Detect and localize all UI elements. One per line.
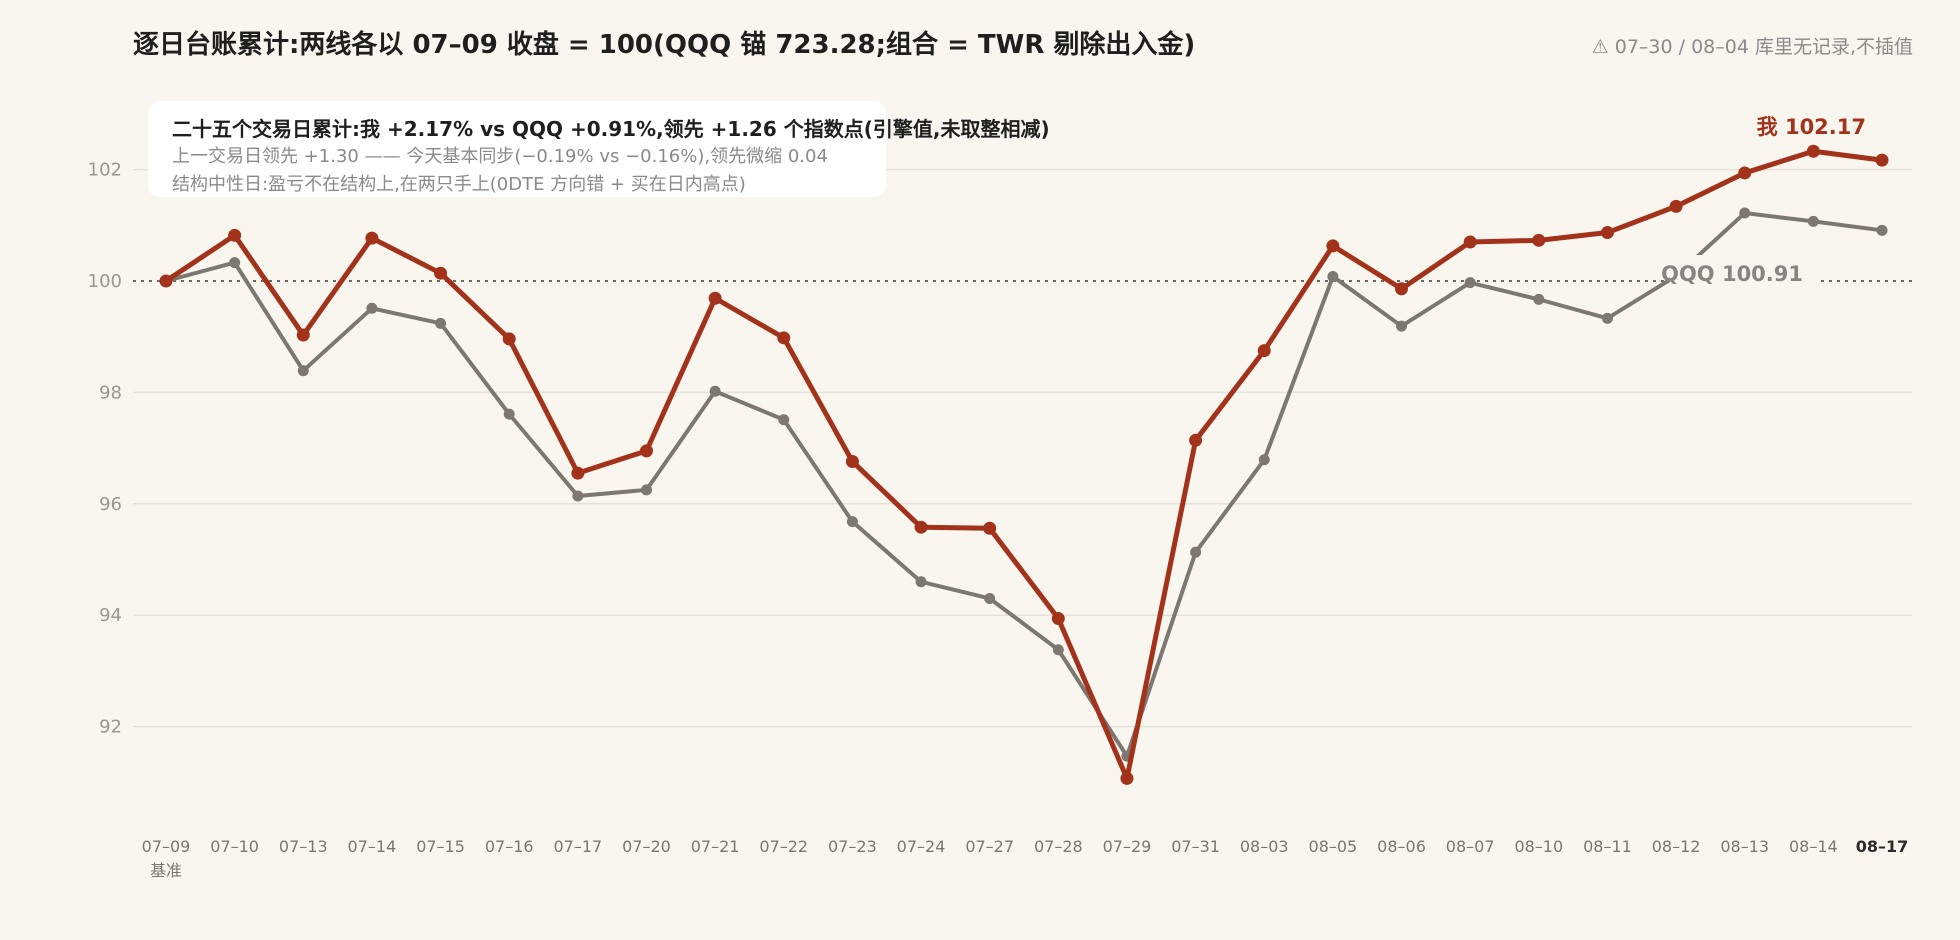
series-me-point xyxy=(1051,612,1065,626)
x-tick-label: 07–09 xyxy=(142,837,191,856)
x-tick-label: 07–21 xyxy=(691,837,740,856)
series-qqq-point xyxy=(229,257,241,269)
series-qqq-point xyxy=(1190,546,1202,558)
y-tick-label: 96 xyxy=(99,494,122,515)
y-tick-label: 92 xyxy=(99,717,122,738)
series-me-point xyxy=(983,521,997,535)
x-tick-label: 07–28 xyxy=(1034,837,1083,856)
x-tick-label: 07–14 xyxy=(348,837,397,856)
y-axis-ticks: 92 94 96 98 100 102 xyxy=(88,160,122,738)
series-qqq-point xyxy=(1396,320,1408,332)
x-tick-label: 08–12 xyxy=(1652,837,1701,856)
missing-data-note: ⚠ 07–30 / 08–04 库里无记录,不插值 xyxy=(1591,36,1913,58)
series-me-point xyxy=(365,231,379,245)
series-qqq-point xyxy=(297,365,309,377)
series-me-point xyxy=(1326,239,1340,253)
series-qqq-point xyxy=(984,592,996,604)
x-tick-label: 07–29 xyxy=(1103,837,1152,856)
x-tick-label: 08–13 xyxy=(1720,837,1769,856)
x-tick-label: 07–20 xyxy=(622,837,671,856)
x-tick-label: 08–14 xyxy=(1789,837,1838,856)
series-qqq-point xyxy=(1601,312,1613,324)
series-qqq-point xyxy=(1876,224,1888,236)
series-me-point xyxy=(1463,235,1477,249)
x-tick-label: 07–15 xyxy=(416,837,465,856)
series-me-point xyxy=(777,331,791,345)
series-me-point xyxy=(1189,433,1203,447)
x-tick-label: 07–16 xyxy=(485,837,534,856)
series-qqq-point xyxy=(1533,293,1545,305)
callout-line-3: 结构中性日:盈亏不在结构上,在两只手上(0DTE 方向错 + 买在日内高点) xyxy=(172,174,746,195)
end-label-qqq: QQQ 100.91 xyxy=(1661,262,1803,286)
series-me-point xyxy=(845,454,859,468)
series-me-point xyxy=(914,520,928,534)
series-me-point xyxy=(502,332,516,346)
series-qqq-point xyxy=(778,414,790,426)
series-qqq-point xyxy=(915,576,927,588)
series-me-point xyxy=(1120,771,1134,785)
x-tick-label: 07–31 xyxy=(1171,837,1220,856)
x-tick-label: 07–22 xyxy=(759,837,808,856)
x-tick-label: 07–23 xyxy=(828,837,877,856)
series-qqq-point xyxy=(1807,215,1819,227)
series-me-point xyxy=(571,466,585,480)
x-tick-label: 07–10 xyxy=(210,837,259,856)
y-tick-label: 98 xyxy=(99,382,122,403)
x-tick-label: 07–17 xyxy=(553,837,602,856)
x-tick-label: 07–13 xyxy=(279,837,328,856)
series-me-line xyxy=(163,148,1885,781)
callout-line-1: 二十五个交易日累计:我 +2.17% vs QQQ +0.91%,领先 +1.2… xyxy=(172,117,1050,141)
series-qqq-point xyxy=(572,490,584,502)
series-me-point xyxy=(1738,166,1752,180)
y-tick-label: 102 xyxy=(88,160,122,181)
summary-callout: 二十五个交易日累计:我 +2.17% vs QQQ +0.91%,领先 +1.2… xyxy=(148,101,1050,197)
x-tick-label: 08–06 xyxy=(1377,837,1426,856)
series-me-point xyxy=(296,328,310,342)
x-base-sublabel: 基准 xyxy=(150,861,182,880)
series-qqq-point xyxy=(503,408,515,420)
series-qqq-line xyxy=(164,211,1884,759)
series-me-point xyxy=(228,228,242,242)
series-me-point xyxy=(1257,344,1271,358)
x-tick-label: 08–11 xyxy=(1583,837,1632,856)
x-axis-ticks: 07–09 07–10 07–13 07–14 07–15 07–16 07–17 07–20… xyxy=(142,837,1909,880)
series-qqq-point xyxy=(1739,207,1751,219)
series-qqq-point xyxy=(640,484,652,496)
series-me-point xyxy=(1875,153,1889,167)
x-tick-label: 07–27 xyxy=(965,837,1014,856)
x-tick-label: 08–03 xyxy=(1240,837,1289,856)
series-qqq-point xyxy=(846,516,858,528)
end-label-qqq-bg xyxy=(1670,255,1820,291)
series-qqq-point xyxy=(1464,277,1476,289)
series-me-point xyxy=(1600,226,1614,240)
end-labels: 我 102.17 QQQ 100.91 xyxy=(1661,115,1866,291)
series-qqq-point xyxy=(1052,644,1064,656)
end-label-me: 我 102.17 xyxy=(1757,115,1866,139)
y-tick-label: 100 xyxy=(88,271,122,292)
series-layer xyxy=(159,144,1889,785)
series-me-point xyxy=(1806,144,1820,158)
x-tick-label: 07–24 xyxy=(897,837,946,856)
callout-line-2: 上一交易日领先 +1.30 —— 今天基本同步(−0.19% vs −0.16%… xyxy=(172,146,828,167)
series-me-point xyxy=(708,291,722,305)
chart-title: 逐日台账累计:两线各以 07–09 收盘 = 100(QQQ 锚 723.28;… xyxy=(133,30,1196,60)
series-me-point xyxy=(1669,199,1683,213)
series-qqq-point xyxy=(435,317,447,329)
x-tick-label: 08–10 xyxy=(1514,837,1563,856)
series-qqq-point xyxy=(1258,454,1270,466)
x-tick-label: 08–07 xyxy=(1446,837,1495,856)
series-me-point xyxy=(159,274,173,288)
series-me-point xyxy=(639,444,653,458)
series-me-point xyxy=(1395,282,1409,296)
series-qqq-point xyxy=(1327,271,1339,283)
series-qqq-point xyxy=(709,385,721,397)
x-tick-label: 08–05 xyxy=(1309,837,1358,856)
series-me-point xyxy=(434,266,448,280)
series-me-point xyxy=(1532,233,1546,247)
x-tick-label: 08–17 xyxy=(1856,837,1909,856)
series-qqq-point xyxy=(366,302,378,314)
y-tick-label: 94 xyxy=(99,605,122,626)
